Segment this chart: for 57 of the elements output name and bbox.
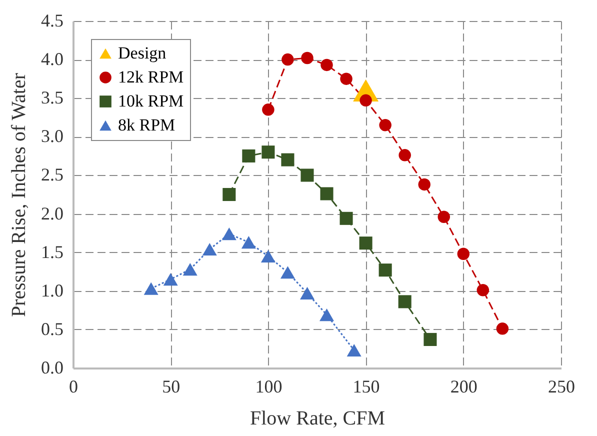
legend-label: 12k RPM	[118, 68, 184, 86]
point	[301, 52, 314, 64]
point	[457, 248, 470, 260]
point	[260, 250, 276, 262]
point	[379, 118, 392, 132]
point	[262, 146, 275, 159]
point	[320, 58, 333, 72]
point	[496, 322, 509, 335]
point	[320, 308, 334, 322]
y-tick-label: 4.0	[41, 49, 64, 70]
y-axis-title: Pressure Rise, Inches of Water	[8, 72, 30, 318]
y-tick-label: 1.5	[41, 242, 64, 262]
x-tick-label: 0	[69, 376, 78, 396]
x-axis-title: Flow Rate, CFM	[250, 408, 386, 430]
point	[340, 212, 353, 225]
point	[378, 264, 392, 277]
y-tick-label: 3.5	[41, 88, 64, 108]
point	[438, 210, 450, 223]
legend-label: 10k RPM	[118, 92, 184, 110]
point	[222, 228, 236, 240]
point	[281, 153, 294, 166]
point	[300, 286, 314, 300]
point	[320, 187, 334, 200]
point	[144, 282, 158, 295]
legend-label: 8k RPM	[118, 116, 176, 134]
x-tick-label: 150	[352, 376, 380, 396]
y-tick-label: 3.0	[41, 126, 64, 146]
point	[182, 263, 198, 276]
y-tick-label: 1.0	[41, 280, 64, 300]
point	[282, 53, 294, 66]
y-tick-label: 4.5	[41, 10, 64, 30]
point	[398, 149, 411, 162]
point	[346, 344, 362, 357]
point	[476, 284, 490, 296]
point	[163, 273, 178, 286]
point	[300, 168, 314, 182]
x-tick-label: 200	[450, 376, 478, 396]
y-tick-label: 2.5	[41, 164, 64, 185]
point	[398, 295, 412, 308]
point	[262, 104, 274, 116]
y-tick-label: 2.0	[41, 203, 64, 224]
point	[360, 94, 372, 107]
point	[340, 72, 352, 85]
x-tick-label: 50	[162, 376, 180, 396]
legend-label: Design	[118, 44, 167, 62]
point	[241, 236, 256, 249]
x-tick-label: 100	[255, 376, 282, 396]
point	[202, 242, 217, 256]
point	[242, 149, 256, 162]
y-tick-label: 0.5	[41, 318, 64, 339]
point	[222, 188, 236, 202]
point	[424, 332, 437, 346]
point	[359, 236, 372, 250]
y-tick-label: 0.0	[41, 358, 64, 378]
x-tick-label: 250	[548, 376, 575, 396]
point	[280, 266, 295, 279]
point	[418, 178, 430, 191]
